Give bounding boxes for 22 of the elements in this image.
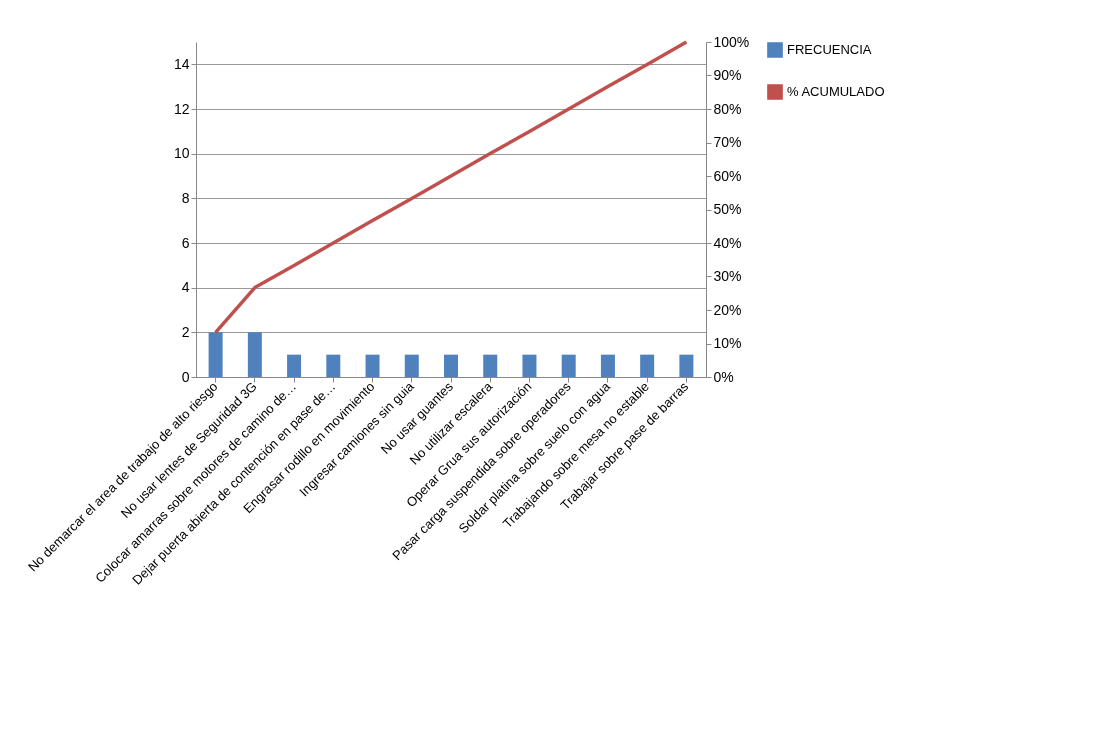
y-tick-label: 14 [173, 55, 190, 72]
y-tick-label: 0 [181, 368, 190, 385]
y2-tick-label: 100% [713, 33, 750, 50]
y2-tick-label: 30% [713, 268, 742, 284]
y2-tick-label: 60% [713, 167, 742, 184]
y2-tick-label: 90% [713, 67, 742, 83]
y-tick-label: 2 [181, 323, 190, 340]
y2-tick-label: 20% [713, 301, 742, 318]
y2-tick-label: 80% [713, 100, 742, 117]
y2-tick-label: 0% [713, 368, 734, 385]
y-tick-label: 4 [181, 279, 190, 296]
y2-tick-label: 10% [713, 335, 742, 351]
y2-tick-label: 50% [713, 201, 742, 217]
y2-tick-label: 70% [713, 134, 742, 150]
line-series [213, 40, 689, 335]
y-tick-label: 6 [181, 234, 190, 251]
y-tick-label: 10 [173, 145, 190, 162]
y2-tick-label: 40% [713, 234, 742, 251]
legend-label: FRECUENCIA [787, 42, 872, 57]
y-tick-label: 12 [173, 100, 190, 117]
legend-label: % ACUMULADO [787, 84, 885, 99]
y-tick-label: 8 [181, 189, 190, 206]
